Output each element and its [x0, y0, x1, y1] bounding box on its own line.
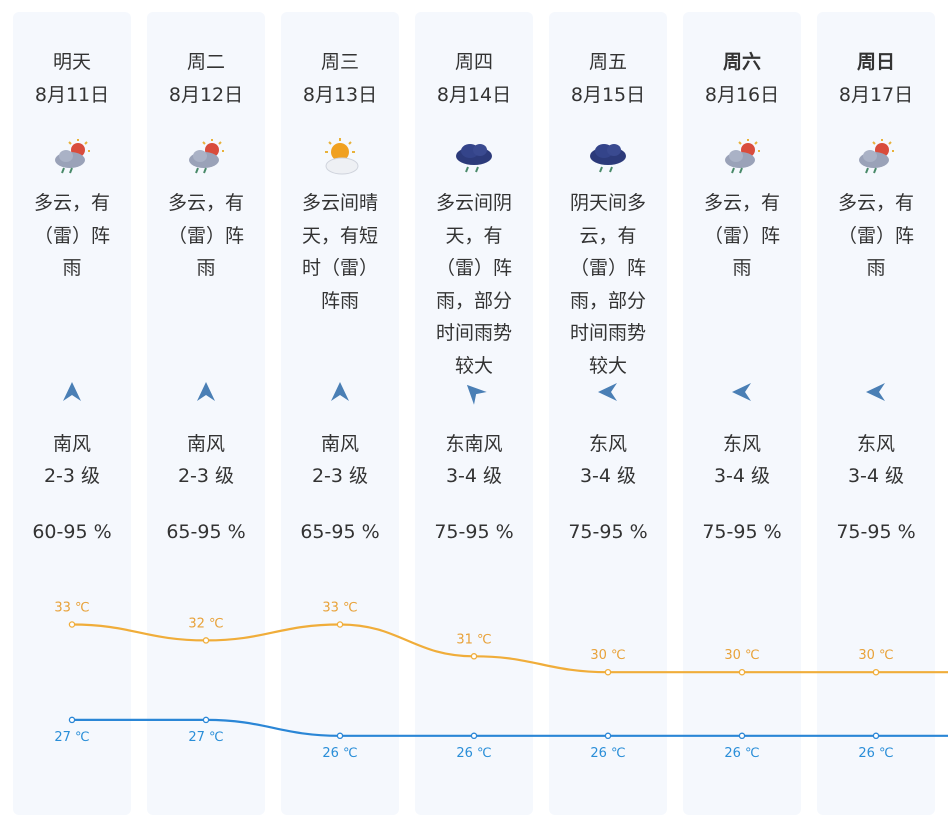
- day-name: 周四: [454, 51, 493, 73]
- high-temp-label: 32 ℃: [188, 616, 223, 631]
- high-temp-label: 31 ℃: [456, 632, 491, 647]
- weather-description: 多云，有（雷）阵雨: [167, 192, 244, 279]
- high-temp-point: [336, 621, 344, 628]
- humidity: 60-95 %: [32, 521, 112, 543]
- day-date: 8月15日: [570, 84, 646, 106]
- forecast-day-5: 周五 8月15日 阴天间多云，有（雷）阵雨，部分时间雨势较大 东风 3-4 级 …: [549, 12, 667, 815]
- day-name: 明天: [52, 51, 91, 73]
- high-temp-label: 33 ℃: [54, 601, 89, 616]
- weather-description: 多云，有（雷）阵雨: [33, 192, 110, 279]
- forecast-day-4: 周四 8月14日 多云间阴天，有（雷）阵雨，部分时间雨势较大 东南风 3-4 级…: [415, 12, 533, 815]
- humidity: 75-95 %: [836, 521, 916, 543]
- wind-level: 3-4 级: [713, 465, 771, 487]
- low-temp-label: 27 ℃: [188, 730, 223, 745]
- forecast-day-1: 明天 8月11日 多云，有（雷）阵雨 南风 2-3 级 60-95 %: [13, 12, 131, 815]
- wind-level: 3-4 级: [445, 465, 503, 487]
- partly-cloudy-thunder-rain-icon: [189, 139, 224, 174]
- low-temp-point: [604, 732, 612, 740]
- humidity: 75-95 %: [702, 521, 782, 543]
- wind-direction: 南风: [186, 433, 225, 455]
- day-name: 周五: [588, 51, 627, 73]
- wind-direction: 南风: [52, 433, 91, 455]
- dark-cloud-rain-icon: [456, 144, 492, 173]
- wind-direction-arrow-icon: [197, 382, 215, 401]
- forecast-day-2: 周二 8月12日 多云，有（雷）阵雨 南风 2-3 级 65-95 %: [147, 12, 265, 815]
- humidity: 75-95 %: [568, 521, 648, 543]
- wind-direction: 东风: [722, 433, 761, 455]
- high-temp-point: [872, 668, 880, 676]
- day-date: 8月13日: [302, 84, 378, 106]
- wind-direction-arrow-icon: [331, 382, 349, 401]
- high-temp-label: 30 ℃: [858, 648, 893, 663]
- low-temp-label: 26 ℃: [456, 746, 491, 761]
- high-temp-label: 30 ℃: [724, 648, 759, 663]
- partly-cloudy-thunder-rain-icon: [725, 139, 760, 174]
- humidity: 75-95 %: [434, 521, 514, 543]
- high-temp-point: [202, 637, 210, 644]
- low-temp-label: 27 ℃: [54, 730, 89, 745]
- weather-description: 多云，有（雷）阵雨: [837, 192, 914, 279]
- weather-description: 多云间晴天，有短时（雷）阵雨: [301, 192, 378, 312]
- humidity: 65-95 %: [300, 521, 380, 543]
- low-temp-point: [738, 732, 746, 740]
- partly-cloudy-thunder-rain-icon: [55, 139, 90, 174]
- weather-description: 阴天间多云，有（雷）阵雨，部分时间雨势较大: [569, 192, 646, 377]
- wind-direction: 东南风: [445, 433, 503, 455]
- day-date: 8月16日: [704, 84, 780, 106]
- low-temp-label: 26 ℃: [590, 746, 625, 761]
- high-temp-point: [68, 621, 76, 628]
- low-temp-point: [202, 716, 210, 724]
- wind-level: 3-4 级: [579, 465, 637, 487]
- forecast-day-3: 周三 8月13日 多云间晴天，有短时（雷）阵雨 南风 2-3 级 65-95 %: [281, 12, 399, 815]
- sun-behind-cloud-icon: [325, 138, 359, 175]
- forecast-day-6: 周六 8月16日 多云，有（雷）阵雨 东风 3-4 级 75-95 %: [683, 12, 801, 815]
- day-date: 8月12日: [168, 84, 244, 106]
- high-temp-point: [738, 668, 746, 676]
- high-temp-point: [604, 668, 612, 676]
- wind-direction: 东风: [588, 433, 627, 455]
- day-name: 周二: [186, 51, 225, 73]
- low-temp-point: [470, 732, 478, 740]
- wind-level: 2-3 级: [43, 465, 101, 487]
- wind-direction-arrow-icon: [866, 383, 885, 401]
- high-temp-label: 30 ℃: [590, 648, 625, 663]
- wind-level: 2-3 级: [177, 465, 235, 487]
- weather-description: 多云，有（雷）阵雨: [703, 192, 780, 279]
- high-temp-label: 33 ℃: [322, 601, 357, 616]
- day-date: 8月17日: [838, 84, 914, 106]
- day-name: 周三: [320, 51, 359, 73]
- wind-direction: 南风: [320, 433, 359, 455]
- wind-level: 3-4 级: [847, 465, 905, 487]
- wind-direction-arrow-icon: [598, 383, 617, 401]
- dark-cloud-rain-icon: [590, 144, 626, 173]
- wind-direction-arrow-icon: [466, 384, 487, 405]
- high-temp-line: [71, 623, 948, 674]
- weather-description: 多云间阴天，有（雷）阵雨，部分时间雨势较大: [435, 192, 512, 377]
- low-temp-label: 26 ℃: [858, 746, 893, 761]
- partly-cloudy-thunder-rain-icon: [859, 139, 894, 174]
- low-temp-label: 26 ℃: [724, 746, 759, 761]
- day-date: 8月14日: [436, 84, 512, 106]
- day-name: 周六: [722, 51, 761, 73]
- wind-level: 2-3 级: [311, 465, 369, 487]
- low-temp-label: 26 ℃: [322, 746, 357, 761]
- wind-direction: 东风: [856, 433, 895, 455]
- wind-direction-arrow-icon: [63, 382, 81, 401]
- humidity: 65-95 %: [166, 521, 246, 543]
- high-temp-point: [470, 653, 478, 660]
- day-name: 周日: [856, 51, 895, 73]
- low-temp-point: [68, 716, 76, 724]
- wind-direction-arrow-icon: [732, 383, 751, 401]
- low-temp-point: [336, 732, 344, 740]
- day-date: 8月11日: [34, 84, 110, 106]
- forecast-day-7: 周日 8月17日 多云，有（雷）阵雨 东风 3-4 级 75-95 %: [817, 12, 935, 815]
- low-temp-point: [872, 732, 880, 740]
